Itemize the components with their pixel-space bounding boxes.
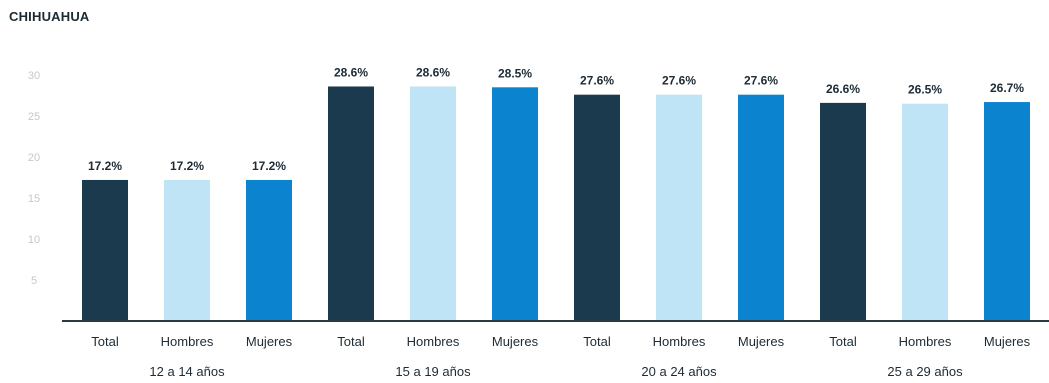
y-tick-label: 15: [28, 193, 40, 205]
category-label: Total: [583, 334, 611, 349]
bar-hombres: [410, 86, 456, 321]
data-label: 17.2%: [88, 159, 122, 173]
group-label: 15 a 19 años: [395, 364, 471, 379]
category-label: Mujeres: [492, 334, 539, 349]
category-label: Hombres: [899, 334, 952, 349]
category-label: Total: [337, 334, 365, 349]
data-label: 26.5%: [908, 83, 942, 97]
category-label: Hombres: [161, 334, 214, 349]
category-label: Hombres: [407, 334, 460, 349]
y-tick-label: 20: [28, 152, 40, 164]
category-label: Hombres: [653, 334, 706, 349]
category-label: Total: [829, 334, 857, 349]
group-label: 25 a 29 años: [887, 364, 963, 379]
data-label: 28.5%: [498, 66, 532, 80]
category-label: Mujeres: [246, 334, 293, 349]
y-tick-label: 25: [28, 111, 40, 123]
data-label: 26.7%: [990, 81, 1024, 95]
category-label: Mujeres: [984, 334, 1031, 349]
bar-total: [820, 102, 866, 321]
bar-total: [328, 86, 374, 321]
group-label: 20 a 24 años: [641, 364, 717, 379]
data-label: 27.6%: [744, 74, 778, 88]
bar-hombres: [656, 94, 702, 322]
bar-hombres: [164, 179, 210, 321]
bar-mujeres: [738, 94, 784, 322]
data-label: 28.6%: [416, 65, 450, 79]
bar-mujeres: [492, 87, 538, 321]
data-label: 17.2%: [252, 159, 286, 173]
data-label: 28.6%: [334, 65, 368, 79]
group-label: 12 a 14 años: [149, 364, 225, 379]
category-label: Mujeres: [738, 334, 785, 349]
y-tick-label: 30: [28, 70, 40, 82]
y-tick-label: 5: [31, 275, 37, 287]
bar-mujeres: [246, 179, 292, 321]
bar-total: [82, 179, 128, 321]
category-label: Total: [91, 334, 119, 349]
data-label: 17.2%: [170, 159, 204, 173]
bar-hombres: [902, 103, 948, 321]
chart-title: CHIHUAHUA: [9, 9, 90, 24]
y-tick-label: 10: [28, 234, 40, 246]
data-label: 26.6%: [826, 82, 860, 96]
data-label: 27.6%: [580, 74, 614, 88]
data-label: 27.6%: [662, 74, 696, 88]
bar-total: [574, 94, 620, 322]
bar-mujeres: [984, 102, 1030, 321]
